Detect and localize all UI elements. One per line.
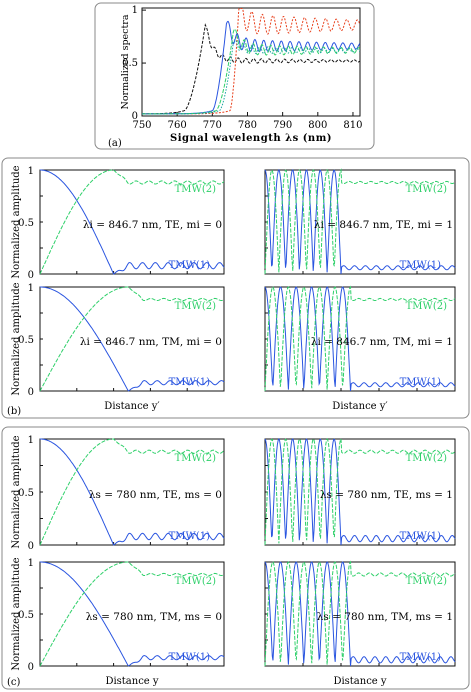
y-tick-label-c3-1: 0.5 (18, 610, 34, 621)
series-c4-tmw1 (264, 561, 456, 667)
series-b2-tmw2 (264, 168, 456, 275)
series-c4-tmw2 (264, 560, 456, 667)
y-tick-label-c1-2: 1 (28, 435, 34, 446)
x-tick-label-a-4: 790 (273, 120, 292, 131)
x-tick-label-a-3: 780 (238, 120, 257, 131)
x-tick-label-a-0: 750 (132, 120, 151, 131)
plot-a-axes (141, 7, 361, 117)
charts-layer: 750 760 770 780 790 800 810 0 0.5 1 Signal wavelen… (11, 5, 456, 687)
panel-c-frame (1, 426, 470, 690)
series-b4-tmw1 (264, 286, 456, 392)
y-axis-label-b3: Normalized amplitude (11, 282, 22, 395)
legend-b3-tmw1: TMW(1) (169, 377, 210, 388)
series-c1-tmw1 (40, 438, 225, 546)
series-b1-tmw1 (40, 169, 225, 275)
series-a-blue (142, 20, 361, 115)
series-c3-tmw1 (40, 561, 225, 667)
legend-b4-tmw1: TMW(1) (400, 377, 441, 388)
y-tick-label-b3-1: 0.5 (18, 335, 34, 346)
series-b4-tmw2 (264, 285, 456, 392)
series-b2-tmw1 (264, 168, 456, 275)
series-c2-tmw2 (264, 437, 456, 546)
panel-b-frame (1, 157, 470, 419)
y-tick-label-b1-1: 0.5 (18, 218, 34, 229)
y-axis-label-c1: Normalized amplitude (11, 435, 22, 548)
y-tick-label-b3-2: 1 (28, 283, 34, 294)
annotation-b3: λi = 846.7 nm, TM, mi = 0 (80, 336, 222, 348)
series-a-teal (142, 39, 361, 115)
y-tick-label-c1-0: 0 (28, 541, 34, 552)
y-tick-label-a-1: 0.5 (122, 58, 138, 69)
legend-c2-tmw2: TMW(2) (406, 453, 447, 464)
legend-c3-tmw2: TMW(2) (175, 576, 216, 587)
y-tick-label-c3-2: 1 (28, 558, 34, 569)
legend-b4-tmw2: TMW(2) (406, 301, 447, 312)
annotation-c3: λs = 780 nm, TM, ms = 0 (86, 611, 222, 623)
y-tick-label-b1-2: 1 (28, 166, 34, 177)
panel-label-b: (b) (7, 406, 21, 417)
y-tick-label-b1-0: 0 (28, 270, 34, 281)
legend-b2-tmw2: TMW(2) (406, 184, 447, 195)
series-a-black (142, 23, 361, 115)
series-c3-tmw2 (39, 561, 225, 667)
x-axis-label-c3: Distance y (105, 676, 158, 687)
x-tick-label-a-1: 760 (168, 120, 187, 131)
legend-c4-tmw2: TMW(2) (406, 576, 447, 587)
x-axis-label-b4: Distance y′ (332, 401, 388, 412)
y-axis-label-b1: Normalized amplitude (11, 165, 22, 278)
annotation-c4: λs = 780 nm, TM, ms = 1 (317, 611, 453, 623)
panel-label-a: (a) (108, 138, 122, 149)
panel-a-frame (94, 2, 375, 150)
series-b3-tmw1 (40, 286, 225, 392)
annotation-c2: λs = 780 nm, TE, ms = 1 (320, 489, 453, 501)
legend-c1-tmw1: TMW(1) (169, 531, 210, 542)
series-b3-tmw2 (39, 286, 225, 392)
legend-c2-tmw1: TMW(1) (400, 531, 441, 542)
legend-b3-tmw2: TMW(2) (175, 301, 216, 312)
annotation-b4: λi = 846.7 nm, TM, mi = 1 (311, 336, 453, 348)
y-tick-label-c1-1: 0.5 (18, 488, 34, 499)
legend-b2-tmw1: TMW(1) (400, 260, 441, 271)
y-tick-label-c3-0: 0 (28, 662, 34, 673)
y-tick-label-b3-0: 0 (28, 387, 34, 398)
x-axis-label-a: Signal wavelength λs (nm) (170, 133, 332, 144)
y-axis-label-c3: Normalized amplitude (11, 557, 22, 670)
annotation-b1: λi = 846.7 nm, TE, mi = 0 (83, 219, 222, 231)
series-c1-tmw2 (39, 438, 225, 546)
series-c2-tmw1 (264, 437, 456, 546)
legend-c4-tmw1: TMW(1) (400, 652, 441, 663)
y-axis-label-a: Normalized spectra (120, 14, 131, 109)
x-tick-label-a-5: 800 (308, 120, 327, 131)
y-tick-label-a-0: 0 (132, 111, 138, 122)
x-tick-label-a-2: 770 (203, 120, 222, 131)
x-axis-label-b3: Distance y′ (104, 401, 160, 412)
x-tick-label-a-6: 810 (343, 120, 362, 131)
legend-c3-tmw1: TMW(1) (169, 652, 210, 663)
panel-label-c: (c) (7, 677, 21, 688)
series-b1-tmw2 (39, 169, 225, 275)
series-a-red (142, 8, 361, 115)
annotation-b2: λi = 846.7 nm, TE, mi = 1 (314, 219, 453, 231)
legend-b1-tmw1: TMW(1) (169, 260, 210, 271)
legend-c1-tmw2: TMW(2) (175, 453, 216, 464)
series-a-green (142, 28, 361, 115)
x-axis-label-c4: Distance y (333, 676, 386, 687)
y-tick-label-a-2: 1 (132, 5, 138, 16)
annotation-c1: λs = 780 nm, TE, ms = 0 (89, 489, 222, 501)
legend-b1-tmw2: TMW(2) (175, 184, 216, 195)
